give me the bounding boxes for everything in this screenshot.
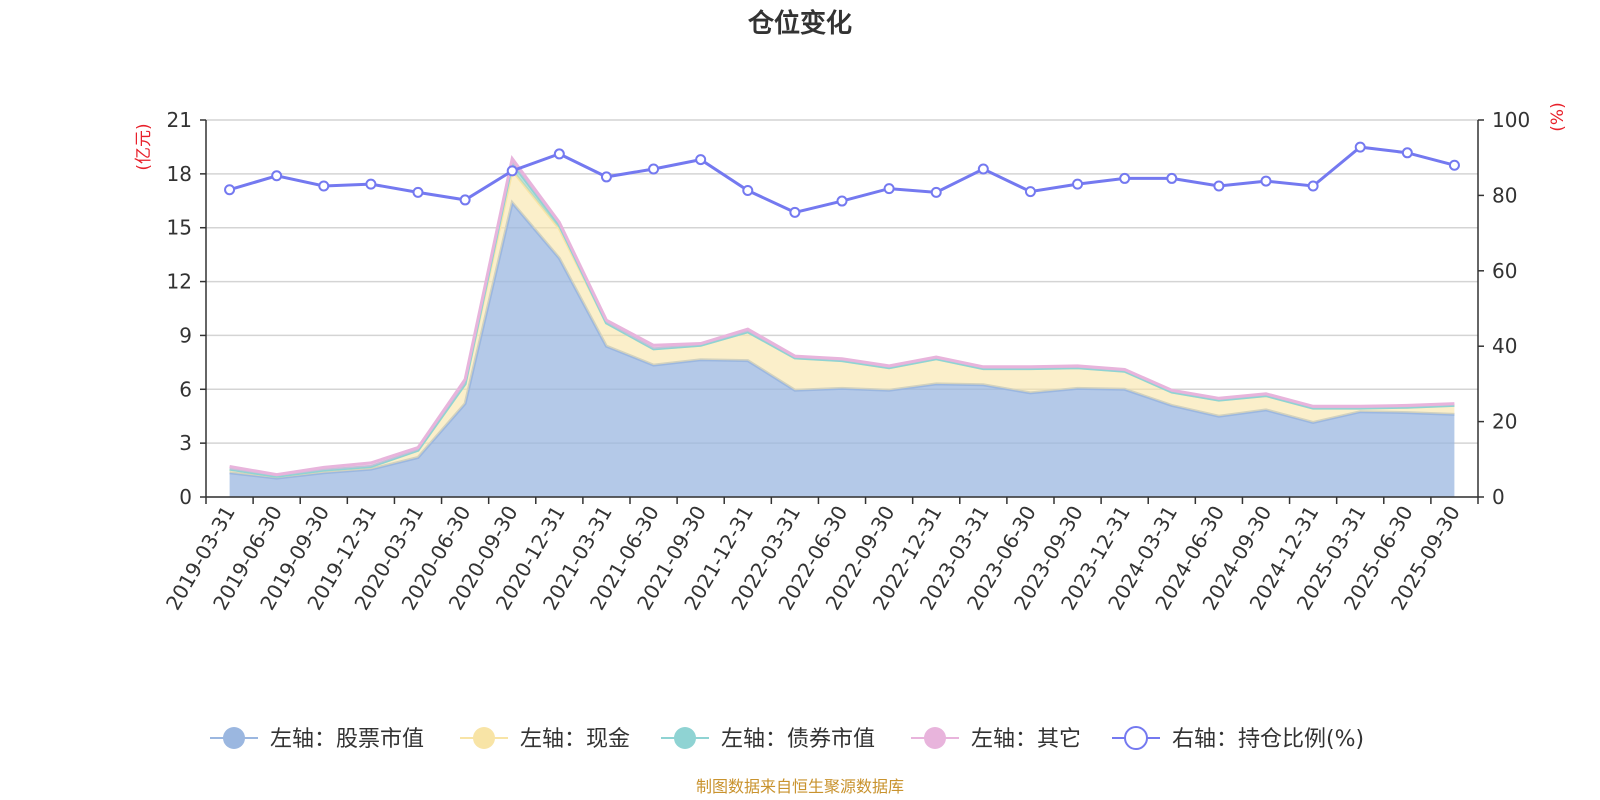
left-tick-label: 18 [167,162,192,186]
area-edge-4 [229,155,1455,477]
left-axis-ticks: 0 3 6 9 12 15 18 21 [167,108,206,509]
x-axis-ticks: 2019-03-312019-06-302019-09-302019-12-31… [161,497,1479,614]
ratio-point [883,183,895,195]
ratio-point [1024,186,1036,198]
left-axis-unit: (亿元) [134,123,154,170]
ratio-point [930,186,942,198]
ratio-point [1072,178,1084,190]
ratio-point [318,180,330,192]
legend-label: 左轴：现金 [520,727,630,752]
legend-marker [473,727,495,749]
right-tick-label: 20 [1492,410,1517,434]
ratio-point [648,163,660,175]
left-tick-label: 15 [167,216,192,240]
right-axis-unit: (%) [1548,102,1568,131]
left-tick-label: 21 [167,108,192,132]
ratio-point [1401,147,1413,159]
legend-marker [1124,726,1148,750]
legend-label: 左轴：其它 [971,727,1081,752]
legend: 左轴：股票市值 左轴：现金 左轴：债券市值 左轴：其它 右轴：持仓比例(%) [210,726,1364,752]
legend-label: 右轴：持仓比例(%) [1172,727,1364,752]
right-tick-label: 80 [1492,183,1517,207]
area-1 [229,202,1455,497]
legend-marker [223,727,245,749]
chart-title: 仓位变化 [747,8,852,39]
ratio-point [977,163,989,175]
left-tick-label: 9 [179,323,192,347]
ratio-point [789,206,801,218]
ratio-point [271,170,283,182]
ratio-point [224,184,236,196]
legend-marker [674,727,696,749]
right-tick-label: 100 [1492,108,1530,132]
axes [205,120,1479,498]
left-tick-label: 12 [167,270,192,294]
left-tick-label: 6 [179,377,192,401]
right-axis-ticks: 0 20 40 60 80 100 [1478,108,1530,509]
ratio-point [1166,172,1178,184]
legend-label: 左轴：股票市值 [270,727,424,752]
ratio-point [742,184,754,196]
ratio-point [412,186,424,198]
ratio-point [553,148,565,160]
right-tick-label: 0 [1492,485,1505,509]
ratio-point [1307,180,1319,192]
ratio-point [600,171,612,183]
ratio-point [1260,175,1272,187]
legend-marker [924,727,946,749]
left-tick-label: 0 [179,485,192,509]
right-tick-label: 60 [1492,259,1517,283]
ratio-point [506,165,518,177]
ratio-point [459,194,471,206]
right-tick-label: 40 [1492,334,1517,358]
ratio-point [836,195,848,207]
ratio-point [1448,159,1460,171]
ratio-point [1354,141,1366,153]
left-tick-label: 3 [179,431,192,455]
ratio-point [695,154,707,166]
stacked-areas [229,155,1455,497]
position-ratio-line [224,141,1460,218]
source-note: 制图数据来自恒生聚源数据库 [696,777,904,796]
ratio-point [1119,172,1131,184]
ratio-point [1213,180,1225,192]
ratio-point [365,178,377,190]
legend-label: 左轴：债券市值 [721,727,875,752]
